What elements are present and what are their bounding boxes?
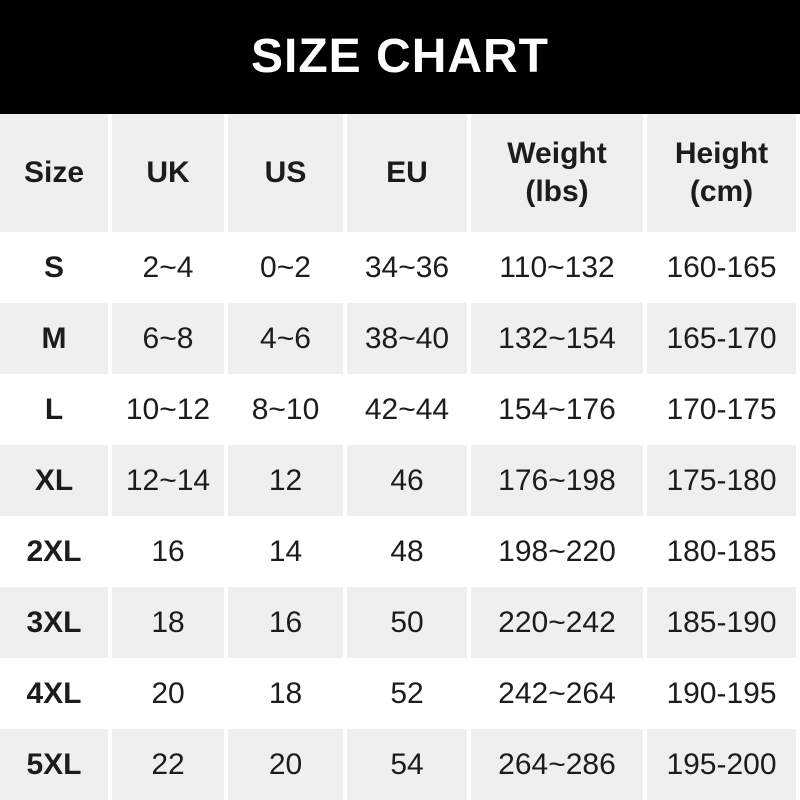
cell-size: 5XL xyxy=(0,729,108,800)
column-header-size: Size xyxy=(0,114,108,232)
cell-uk: 18 xyxy=(112,587,224,658)
cell-weight: 264~286 xyxy=(471,729,643,800)
cell-us: 0~2 xyxy=(228,232,343,303)
column-header-label: UK xyxy=(146,156,190,189)
table-row-m: M 6~8 4~6 38~40 132~154 165-170 xyxy=(0,303,796,374)
table-header-row: Size UK US EU Weight (lbs) Height (cm) xyxy=(0,114,796,232)
cell-height: 175-180 xyxy=(647,445,796,516)
cell-weight: 132~154 xyxy=(471,303,643,374)
cell-eu: 46 xyxy=(347,445,467,516)
cell-weight: 154~176 xyxy=(471,374,643,445)
cell-weight: 110~132 xyxy=(471,232,643,303)
table-row-l: L 10~12 8~10 42~44 154~176 170-175 xyxy=(0,374,796,445)
column-header-eu: EU xyxy=(347,114,467,232)
column-header-label: EU xyxy=(386,156,428,189)
cell-height: 190-195 xyxy=(647,658,796,729)
cell-uk: 2~4 xyxy=(112,232,224,303)
cell-size: L xyxy=(0,374,108,445)
cell-uk: 6~8 xyxy=(112,303,224,374)
cell-eu: 34~36 xyxy=(347,232,467,303)
column-header-label: US xyxy=(264,156,307,189)
cell-uk: 12~14 xyxy=(112,445,224,516)
cell-uk: 22 xyxy=(112,729,224,800)
cell-height: 160-165 xyxy=(647,232,796,303)
cell-eu: 48 xyxy=(347,516,467,587)
column-header-weight: Weight (lbs) xyxy=(471,114,643,232)
title-banner: SIZE CHART xyxy=(0,0,800,114)
cell-eu: 52 xyxy=(347,658,467,729)
cell-height: 170-175 xyxy=(647,374,796,445)
column-header-label: Weight xyxy=(507,137,607,170)
cell-height: 185-190 xyxy=(647,587,796,658)
cell-us: 12 xyxy=(228,445,343,516)
table-row-s: S 2~4 0~2 34~36 110~132 160-165 xyxy=(0,232,796,303)
table-row-xl: XL 12~14 12 46 176~198 175-180 xyxy=(0,445,796,516)
size-table: Size UK US EU Weight (lbs) Height (cm) S… xyxy=(0,114,800,800)
cell-us: 18 xyxy=(228,658,343,729)
column-header-label: Height xyxy=(674,137,769,170)
cell-eu: 42~44 xyxy=(347,374,467,445)
cell-us: 20 xyxy=(228,729,343,800)
cell-size: S xyxy=(0,232,108,303)
cell-uk: 20 xyxy=(112,658,224,729)
page-title: SIZE CHART xyxy=(251,30,549,83)
cell-size: 4XL xyxy=(0,658,108,729)
column-header-us: US xyxy=(228,114,343,232)
cell-eu: 54 xyxy=(347,729,467,800)
column-header-unit: (cm) xyxy=(689,175,754,208)
cell-size: 3XL xyxy=(0,587,108,658)
cell-size: M xyxy=(0,303,108,374)
cell-size: 2XL xyxy=(0,516,108,587)
cell-weight: 220~242 xyxy=(471,587,643,658)
cell-eu: 50 xyxy=(347,587,467,658)
cell-weight: 176~198 xyxy=(471,445,643,516)
column-header-unit: (lbs) xyxy=(525,175,589,208)
cell-us: 8~10 xyxy=(228,374,343,445)
cell-weight: 242~264 xyxy=(471,658,643,729)
cell-height: 165-170 xyxy=(647,303,796,374)
column-header-label: Size xyxy=(23,156,85,189)
column-header-uk: UK xyxy=(112,114,224,232)
cell-us: 4~6 xyxy=(228,303,343,374)
cell-size: XL xyxy=(0,445,108,516)
table-row-2xl: 2XL 16 14 48 198~220 180-185 xyxy=(0,516,796,587)
cell-uk: 10~12 xyxy=(112,374,224,445)
cell-us: 16 xyxy=(228,587,343,658)
column-header-height: Height (cm) xyxy=(647,114,796,232)
cell-weight: 198~220 xyxy=(471,516,643,587)
cell-us: 14 xyxy=(228,516,343,587)
cell-height: 180-185 xyxy=(647,516,796,587)
table-row-5xl: 5XL 22 20 54 264~286 195-200 xyxy=(0,729,796,800)
table-row-3xl: 3XL 18 16 50 220~242 185-190 xyxy=(0,587,796,658)
cell-height: 195-200 xyxy=(647,729,796,800)
table-row-4xl: 4XL 20 18 52 242~264 190-195 xyxy=(0,658,796,729)
cell-eu: 38~40 xyxy=(347,303,467,374)
cell-uk: 16 xyxy=(112,516,224,587)
